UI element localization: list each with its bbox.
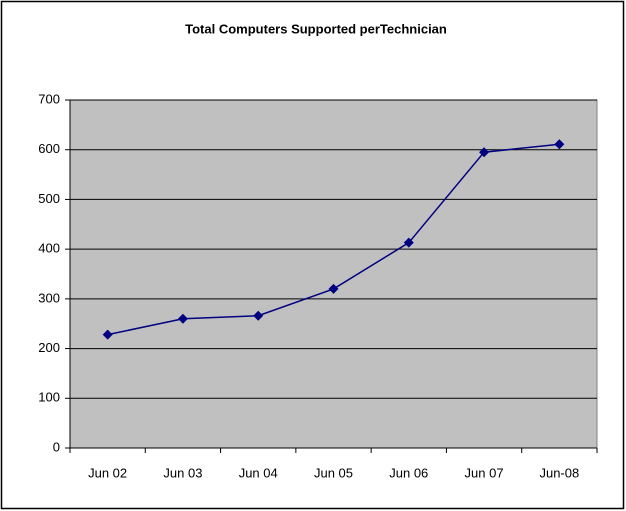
marker [253, 310, 264, 321]
y-tick-label: 100 [38, 390, 60, 405]
y-tick-label: 400 [38, 241, 60, 256]
marker [328, 283, 339, 294]
marker [479, 147, 490, 158]
plot-area [69, 99, 598, 449]
x-tick-label: Jun 02 [88, 465, 127, 480]
x-tick-label: Jun 04 [239, 465, 278, 480]
x-tick-label: Jun 06 [389, 465, 428, 480]
x-tick-label: Jun 03 [163, 465, 202, 480]
x-tick-label: Jun 07 [465, 465, 504, 480]
x-tick-label: Jun-08 [539, 465, 579, 480]
y-tick-label: 0 [53, 439, 60, 454]
y-tick-label: 300 [38, 290, 60, 305]
y-tick-label: 500 [38, 191, 60, 206]
marker [554, 139, 565, 150]
y-tick-label: 600 [38, 141, 60, 156]
y-tick-label: 200 [38, 340, 60, 355]
chart-title: Total Computers Supported perTechnician [185, 21, 447, 36]
x-tick-label: Jun 05 [314, 465, 353, 480]
marker [403, 237, 414, 248]
marker [177, 313, 188, 324]
y-tick-label: 700 [38, 91, 60, 106]
marker [102, 329, 113, 340]
